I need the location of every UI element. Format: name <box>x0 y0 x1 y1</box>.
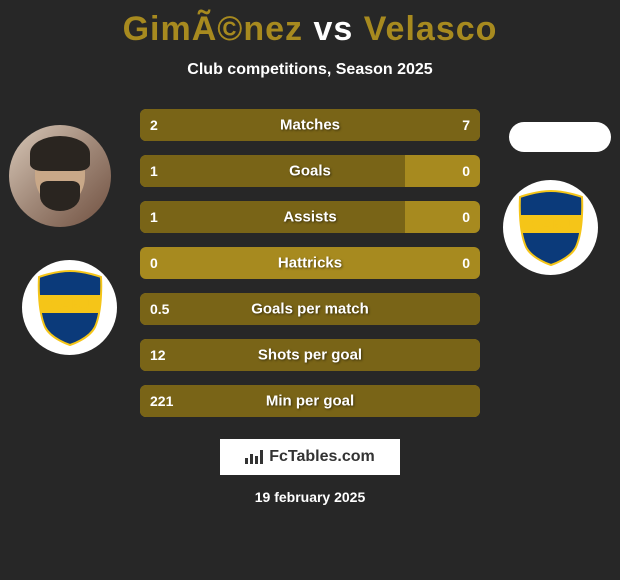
bar-value-left: 2 <box>150 117 158 133</box>
bar-value-right: 0 <box>462 255 470 271</box>
bar-value-left: 221 <box>150 393 173 409</box>
bar-fill-left <box>140 155 405 187</box>
shield-icon: CABJ <box>516 189 586 267</box>
title-player1: GimÃ©nez <box>123 10 303 48</box>
player1-club-badge: CABJ <box>22 260 117 355</box>
bar-value-left: 1 <box>150 163 158 179</box>
stat-row: Hattricks 0 0 <box>140 247 480 279</box>
bar-value-right: 0 <box>462 163 470 179</box>
bar-label: Matches <box>280 117 340 134</box>
title-vs: vs <box>313 10 353 48</box>
club-text: CABJ <box>529 216 573 233</box>
bar-fill-right <box>215 109 480 141</box>
bar-label: Goals per match <box>251 301 369 318</box>
stat-row: Min per goal 221 <box>140 385 480 417</box>
stat-bars: Matches27Goals10Assists10Hattricks00Goal… <box>140 109 480 417</box>
bar-label: Min per goal <box>266 393 354 410</box>
bar-value-right: 0 <box>462 209 470 225</box>
stat-row: Goals per match 0.5 <box>140 293 480 325</box>
player2-club-badge: CABJ <box>503 180 598 275</box>
bar-value-left: 1 <box>150 209 158 225</box>
bar-label: Goals <box>289 163 331 180</box>
bar-value-left: 0.5 <box>150 301 169 317</box>
fctables-logo[interactable]: FcTables.com <box>220 439 400 475</box>
bar-value-left: 0 <box>150 255 158 271</box>
subtitle: Club competitions, Season 2025 <box>187 61 432 79</box>
title-player2: Velasco <box>364 10 498 48</box>
stat-row: Assists 1 0 <box>140 201 480 233</box>
club-text: CABJ <box>48 296 92 313</box>
chart-icon <box>245 450 263 464</box>
bar-label: Assists <box>283 209 336 226</box>
shield-icon: CABJ <box>35 269 105 347</box>
logo-rest: Tables.com <box>288 448 375 465</box>
bar-label: Shots per goal <box>258 347 362 364</box>
logo-fc: Fc <box>269 448 288 465</box>
bar-value-left: 12 <box>150 347 166 363</box>
player1-avatar <box>9 125 111 227</box>
stat-row: Goals 1 0 <box>140 155 480 187</box>
player2-avatar <box>509 122 611 152</box>
bar-label: Hattricks <box>278 255 342 272</box>
bar-fill-left <box>140 201 405 233</box>
footer-date: 19 february 2025 <box>255 489 366 505</box>
stat-row: Matches 2 7 <box>140 109 480 141</box>
bar-value-right: 7 <box>462 117 470 133</box>
title: GimÃ©nez vs Velasco <box>123 10 498 49</box>
stat-row: Shots per goal 12 <box>140 339 480 371</box>
